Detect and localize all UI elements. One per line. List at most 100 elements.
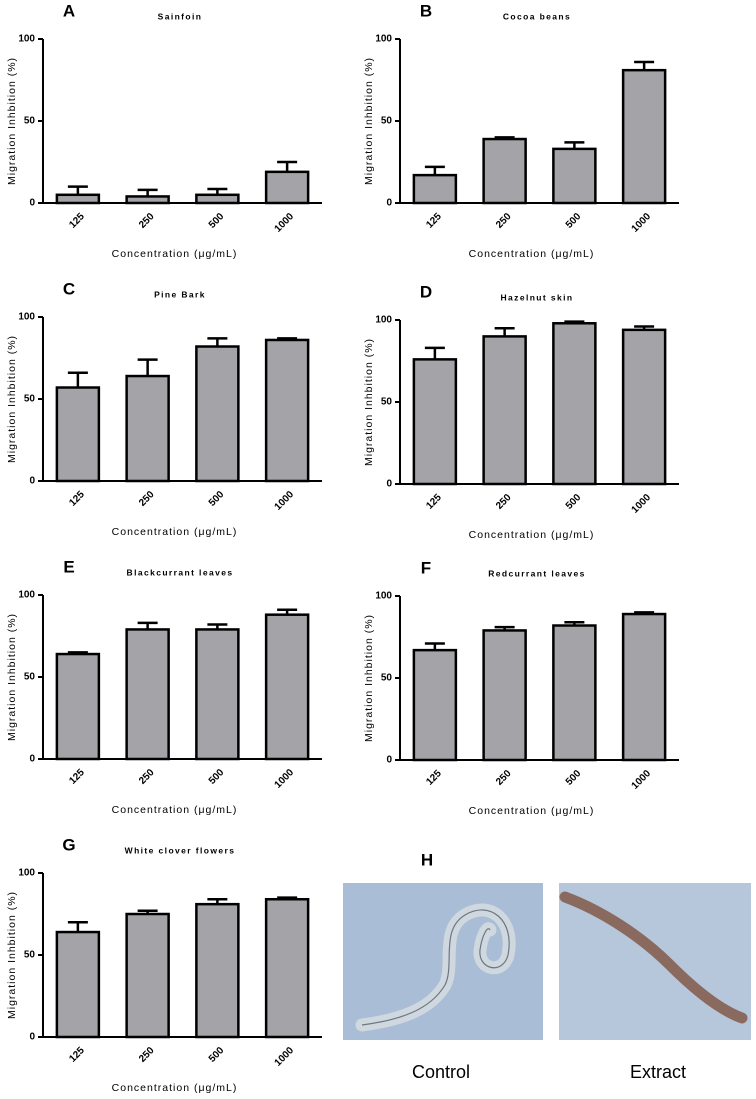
y-tick-label: 0 [386,479,392,490]
chart-panel: F Redcurrant leaves Migration Inhbition (%… [363,558,679,817]
panel-letter: C [63,279,75,298]
y-tick-label: 100 [375,34,392,45]
panel-letter: A [63,1,75,20]
y-tick-label: 50 [381,397,393,408]
bar [264,338,310,483]
y-tick-label: 100 [18,590,35,601]
bar [125,628,170,761]
x-tick-label: 125 [424,492,444,512]
bar [552,624,597,762]
x-tick-label: 500 [564,492,584,512]
y-axis-label: Migration Inhbition (%) [363,614,375,742]
y-tick-label: 50 [24,394,36,405]
panel-h: H Control Extract [343,850,751,1082]
x-tick-label: 250 [137,1045,157,1065]
y-axis-label: Migration Inhbition (%) [6,613,18,741]
y-axis-label: Migration Inhbition (%) [363,338,375,466]
chart-title: Cocoa beans [503,11,571,21]
chart-panel: C Pine Bark Migration Inhbition (%) Concent… [6,279,322,538]
bar [621,328,667,486]
bar [125,374,170,483]
chart-panel: A Sainfoin Migration Inhbition (%) Concentr… [6,1,322,260]
chart-title: Pine Bark [154,289,206,299]
bar [55,386,101,483]
chart-title: Hazelnut skin [501,292,574,302]
x-tick-label: 250 [494,492,514,512]
panel-letter: E [63,557,74,576]
bar [125,912,170,1039]
x-tick-label: 250 [137,767,157,787]
y-axis-label: Migration Inhbition (%) [6,57,18,185]
chart-title: Blackcurrant leaves [127,567,234,577]
panel-letter: F [421,558,431,577]
bar [55,193,101,205]
bar [195,193,240,205]
bar [482,137,527,205]
y-tick-label: 100 [375,591,392,602]
x-tick-label: 1000 [630,492,654,516]
y-tick-label: 0 [386,198,392,209]
x-tick-label: 125 [67,767,87,787]
x-tick-label: 125 [424,211,444,231]
x-tick-label: 1000 [273,767,297,791]
bar [412,173,458,205]
image-caption: Control [412,1062,470,1082]
image-caption: Extract [630,1062,686,1082]
x-tick-label: 1000 [273,211,297,235]
x-tick-label: 500 [207,489,227,509]
y-tick-label: 100 [18,868,35,879]
y-tick-label: 100 [18,34,35,45]
y-tick-label: 50 [381,673,393,684]
larva-outline [361,909,510,1026]
bar [412,648,458,762]
x-tick-label: 250 [494,768,514,788]
bar [195,902,240,1039]
x-axis-label: Concentration (μg/mL) [469,805,595,817]
bar [195,345,240,483]
x-axis-label: Concentration (μg/mL) [112,248,238,260]
chart-panel: E Blackcurrant leaves Migration Inhbition … [6,557,322,816]
y-tick-label: 0 [29,754,35,765]
x-tick-label: 125 [424,768,444,788]
y-tick-label: 50 [381,116,393,127]
x-tick-label: 125 [67,489,87,509]
x-axis-label: Concentration (μg/mL) [469,248,595,260]
chart-title: White clover flowers [125,845,236,855]
bar [621,68,667,205]
bar [621,612,667,762]
x-tick-label: 1000 [273,1045,297,1069]
panel-letter: D [420,282,432,301]
y-tick-label: 50 [24,116,36,127]
bar [55,652,101,761]
x-tick-label: 500 [207,1045,227,1065]
x-axis-label: Concentration (μg/mL) [112,526,238,538]
chart-title: Redcurrant leaves [488,568,586,578]
y-tick-label: 50 [24,950,36,961]
chart-panel: B Cocoa beans Migration Inhbition (%) Conce… [363,1,679,260]
x-tick-label: 1000 [630,768,654,792]
bar [482,629,527,762]
bar [55,930,101,1039]
chart-panel: G White clover flowers Migration Inhbition… [6,835,322,1094]
bar [264,897,310,1039]
y-axis-label: Migration Inhbition (%) [6,335,18,463]
bar [412,358,458,486]
x-tick-label: 125 [67,211,87,231]
y-tick-label: 50 [24,672,36,683]
y-tick-label: 0 [29,198,35,209]
x-tick-label: 125 [67,1045,87,1065]
control-image [343,883,543,1040]
y-axis-label: Migration Inhbition (%) [6,891,18,1019]
x-tick-label: 1000 [273,489,297,513]
panel-letter: B [420,1,432,20]
y-tick-label: 0 [29,1032,35,1043]
x-tick-label: 250 [494,211,514,231]
x-tick-label: 500 [564,768,584,788]
x-tick-label: 250 [137,489,157,509]
chart-panel: D Hazelnut skin Migration Inhbition (%) Con… [363,282,679,541]
x-tick-label: 500 [207,211,227,231]
x-tick-label: 1000 [630,211,654,235]
bar [482,335,527,486]
panel-letter: H [421,850,433,869]
